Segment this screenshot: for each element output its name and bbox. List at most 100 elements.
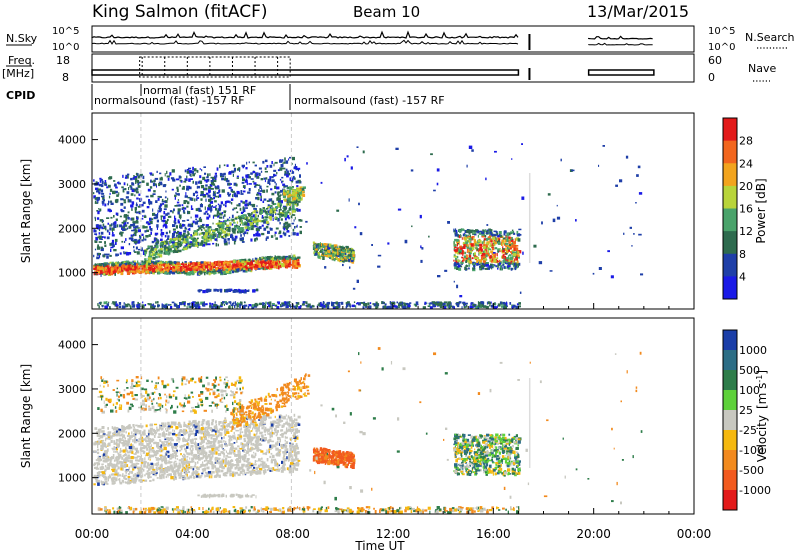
power-pixel <box>254 174 256 178</box>
power-pixel <box>497 267 499 270</box>
power-pixel <box>278 208 282 211</box>
power-pixel <box>266 200 270 202</box>
power-pixel <box>393 305 397 308</box>
power-pixel <box>114 183 117 186</box>
power-pixel <box>449 305 453 308</box>
nsky-line <box>91 30 519 39</box>
power-pixel <box>97 210 100 215</box>
power-pixel <box>245 207 248 209</box>
power-pixel <box>108 195 111 199</box>
power-pixel <box>146 182 149 186</box>
power-pixel <box>239 223 242 226</box>
power-pixel <box>233 220 235 222</box>
power-pixel <box>483 241 485 244</box>
power-pixel <box>246 232 249 235</box>
power-pixel <box>403 303 407 307</box>
power-pixel <box>182 220 186 222</box>
power-pixel <box>131 201 135 205</box>
power-pixel <box>138 238 142 241</box>
power-pixel <box>134 194 136 197</box>
power-pixel <box>135 270 139 273</box>
power-pixel <box>513 241 516 245</box>
power-pixel <box>278 258 280 261</box>
power-pixel <box>228 186 232 189</box>
power-pixel <box>175 225 178 229</box>
power-pixel <box>246 260 250 264</box>
power-pixel <box>279 235 283 238</box>
power-pixel <box>188 264 189 267</box>
power-pixel <box>161 250 163 253</box>
power-pixel <box>485 242 489 246</box>
power-pixel <box>168 249 172 253</box>
power-pixel <box>516 254 518 256</box>
power-pixel <box>231 227 235 231</box>
power-pixel <box>207 205 211 208</box>
power-pixel <box>297 256 301 259</box>
power-pixel <box>485 244 488 247</box>
power-pixel <box>172 210 174 214</box>
power-pixel <box>252 258 254 262</box>
power-pixel <box>275 237 278 240</box>
power-pixel <box>332 250 334 254</box>
power-pixel <box>245 178 248 181</box>
power-pixel <box>324 303 328 306</box>
power-pixel <box>240 234 242 237</box>
power-pixel <box>484 254 488 258</box>
power-pixel <box>458 228 463 232</box>
power-pixel <box>490 263 493 266</box>
power-pixel <box>154 270 157 273</box>
power-pixel <box>211 263 215 266</box>
power-pixel <box>145 270 148 274</box>
power-pixel <box>195 266 199 269</box>
power-pixel <box>169 248 172 251</box>
power-pixel <box>250 172 253 175</box>
power-pixel <box>215 242 218 247</box>
power-pixel <box>133 232 137 234</box>
power-pixel <box>223 271 226 274</box>
power-pixel <box>284 264 288 267</box>
power-pixel <box>509 302 512 305</box>
power-pixel <box>506 237 509 241</box>
power-pixel <box>247 306 250 309</box>
power-pixel <box>214 172 217 175</box>
power-pixel <box>470 230 473 234</box>
power-pixel <box>183 230 187 233</box>
power-pixel <box>491 266 493 270</box>
power-pixel <box>504 242 509 245</box>
power-pixel <box>236 190 240 195</box>
power-pixel <box>214 238 218 241</box>
power-pixel <box>139 265 141 268</box>
power-pixel <box>272 203 275 206</box>
power-pixel <box>470 239 472 243</box>
power-pixel <box>381 301 384 305</box>
power-pixel <box>277 266 280 270</box>
power-pixel <box>162 224 164 228</box>
power-pixel <box>116 267 120 270</box>
power-pixel <box>289 186 292 189</box>
power-pixel <box>137 227 140 229</box>
power-pixel <box>189 306 192 308</box>
power-pixel <box>186 188 190 191</box>
power-pixel <box>332 304 335 308</box>
power-pixel <box>215 187 218 190</box>
power-pixel <box>208 205 211 209</box>
power-pixel <box>281 159 284 162</box>
power-pixel <box>267 178 271 182</box>
power-pixel <box>207 207 210 211</box>
power-pixel <box>209 200 214 204</box>
power-pixel <box>121 240 124 243</box>
power-pixel <box>490 304 493 308</box>
power-pixel <box>277 202 280 205</box>
power-pixel <box>481 304 484 308</box>
power-pixel <box>296 185 299 188</box>
power-pixel <box>292 214 296 216</box>
power-pixel <box>510 248 512 250</box>
power-pixel <box>141 260 144 263</box>
power-pixel <box>375 306 378 309</box>
power-pixel <box>467 259 470 263</box>
power-pixel <box>134 176 137 178</box>
power-pixel <box>462 260 464 263</box>
power-pixel <box>259 211 261 215</box>
power-pixel <box>182 232 186 236</box>
power-pixel <box>183 180 186 183</box>
